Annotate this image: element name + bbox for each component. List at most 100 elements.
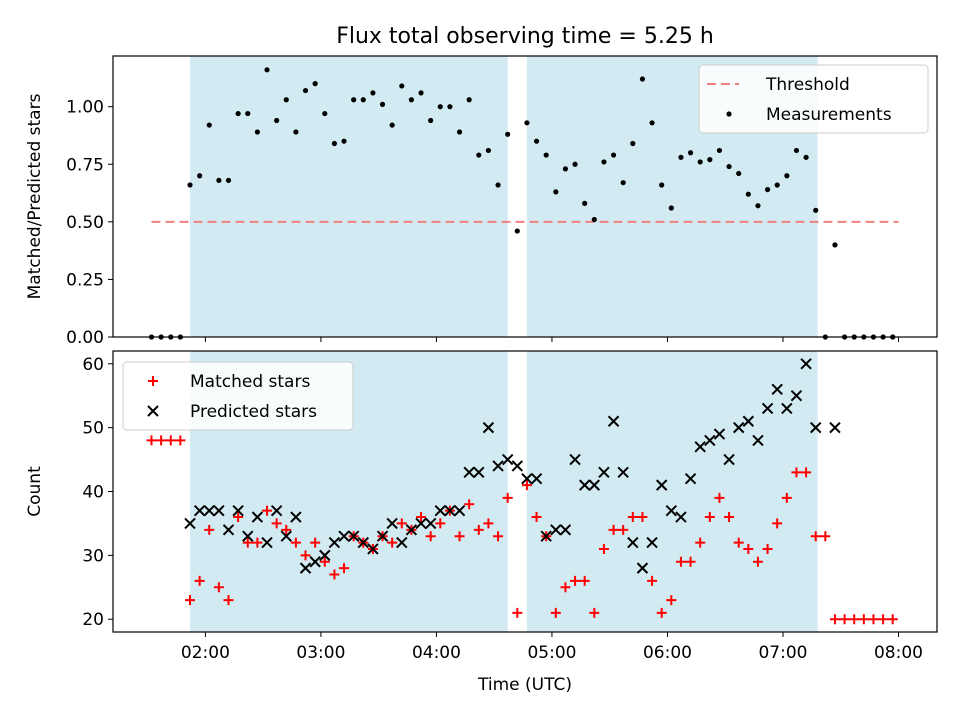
measurement-point	[582, 200, 588, 207]
measurement-point	[687, 150, 694, 156]
measurement-point	[649, 120, 655, 126]
matched-star-marker	[464, 499, 475, 510]
predicted-star-marker	[723, 453, 735, 466]
legend-box	[698, 64, 929, 134]
matched-star-marker	[319, 556, 330, 567]
matched-star-marker	[213, 582, 224, 593]
predicted-star-marker	[588, 479, 601, 491]
matched-star-marker	[695, 537, 706, 548]
matched-star-marker	[483, 518, 494, 529]
predicted-star-marker	[473, 466, 485, 479]
x-tick-label: 02:00	[181, 643, 230, 663]
measurement-point	[668, 205, 674, 211]
matched-star-marker	[868, 614, 879, 625]
measurement-point	[755, 203, 761, 209]
predicted-star-marker	[781, 402, 793, 415]
matched-star-marker	[185, 595, 196, 606]
y-tick-label: 0.00	[66, 328, 104, 348]
predicted-star-marker	[675, 511, 687, 523]
top-panel: 0.00 0.25 0.50 0.75 1.00 Matched/Predicted st…	[25, 55, 938, 348]
matched-star-marker	[512, 607, 523, 618]
measurement-point	[601, 159, 607, 165]
measurement-point	[639, 76, 646, 82]
legend-label: Matched stars	[190, 372, 310, 392]
matched-star-marker	[570, 575, 581, 586]
matched-star-marker	[637, 512, 648, 523]
matched-star-marker	[704, 512, 715, 523]
predicted-star-marker	[752, 434, 764, 447]
predicted-star-marker	[790, 389, 803, 402]
predicted-star-marker	[607, 415, 620, 427]
measurement-point	[351, 97, 357, 103]
y-tick-label: 20	[82, 610, 104, 630]
predicted-star-marker	[810, 421, 822, 434]
y-tick-label: 0.75	[66, 155, 104, 175]
predicted-star-marker	[415, 517, 427, 530]
predicted-star-marker	[463, 466, 475, 479]
matched-star-marker	[829, 614, 840, 625]
predicted-star-marker	[665, 504, 678, 517]
measurement-point	[716, 147, 723, 154]
measurement-point	[331, 140, 338, 147]
measurement-point	[370, 90, 376, 96]
measurement-point	[408, 97, 415, 103]
predicted-star-marker	[511, 460, 524, 472]
matched-star-marker	[762, 543, 773, 554]
measurement-point	[447, 104, 453, 110]
matched-star-marker	[387, 537, 398, 548]
matched-star-marker	[801, 467, 812, 478]
legend-measurement-swatch	[726, 111, 732, 117]
predicted-star-marker	[530, 473, 543, 485]
predicted-star-marker	[559, 524, 572, 536]
predicted-star-marker	[617, 466, 629, 479]
measurement-point	[399, 83, 405, 89]
predicted-star-marker	[434, 504, 446, 517]
y-tick-label: 1.00	[66, 98, 104, 118]
matched-star-marker	[560, 582, 571, 593]
predicted-star-marker	[242, 530, 254, 542]
x-axis-label: Time (UTC)	[477, 675, 572, 695]
measurement-point	[495, 182, 501, 188]
measurement-point	[360, 97, 366, 103]
predicted-star-marker	[319, 549, 331, 562]
matched-star-marker	[714, 492, 725, 503]
measurement-point	[736, 170, 742, 177]
measurement-point	[620, 180, 626, 186]
predicted-star-marker	[270, 504, 283, 517]
matched-star-marker	[146, 435, 157, 446]
matched-star-marker	[310, 537, 321, 548]
predicted-star-marker	[453, 504, 466, 517]
measurement-point	[437, 104, 443, 110]
measurement-point	[543, 152, 549, 158]
measurement-point	[813, 207, 819, 213]
predicted-star-marker	[184, 517, 196, 530]
predicted-star-marker	[521, 473, 533, 485]
matched-star-marker	[887, 614, 898, 625]
measurement-point	[245, 110, 251, 117]
y-tick-label: 40	[82, 483, 104, 503]
matched-star-marker	[531, 512, 542, 523]
legend-label: Measurements	[766, 105, 892, 125]
measurement-point	[591, 216, 597, 223]
legend-predicted-swatch	[147, 405, 159, 417]
predicted-star-marker	[713, 428, 726, 440]
predicted-star-marker	[636, 562, 649, 574]
measurement-point	[726, 163, 732, 170]
matched-star-marker	[425, 531, 436, 542]
y-axis-label: Matched/Predicted stars	[25, 93, 45, 299]
measurement-point	[283, 97, 289, 103]
y-axis-label: Count	[25, 466, 45, 517]
measurement-point	[630, 140, 636, 147]
predicted-star-marker	[627, 536, 639, 549]
matched-star-marker	[656, 607, 667, 618]
predicted-star-marker	[299, 562, 312, 574]
measurement-point	[225, 177, 232, 183]
predicted-star-marker	[444, 504, 456, 517]
x-tick-label: 04:00	[412, 643, 461, 663]
y-tick-label: 0.25	[66, 270, 104, 290]
matched-star-marker	[550, 607, 561, 618]
matched-star-marker	[589, 607, 600, 618]
matched-star-marker	[156, 435, 167, 446]
y-tick-label: 50	[82, 419, 104, 439]
